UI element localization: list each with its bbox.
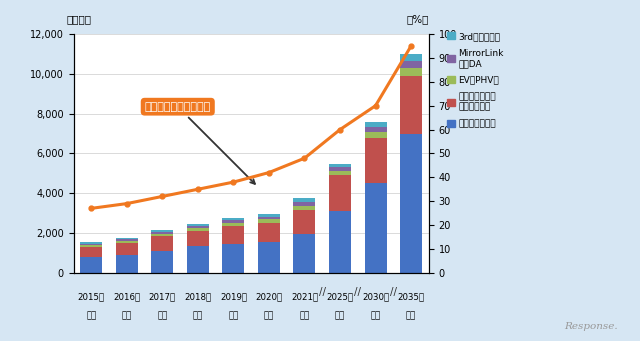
Text: Response.: Response. (564, 322, 618, 331)
Text: 2019年: 2019年 (220, 292, 247, 301)
Bar (152, 232, 173, 234)
Bar (187, 224, 209, 226)
Text: 2015年: 2015年 (78, 292, 105, 301)
Bar (116, 241, 138, 243)
Bar (223, 223, 244, 226)
Bar (152, 234, 173, 236)
Text: 予測: 予測 (300, 311, 310, 320)
Text: //: // (355, 287, 361, 297)
Bar (187, 226, 209, 228)
Bar (152, 229, 173, 232)
Bar (258, 223, 280, 242)
Bar (294, 210, 316, 234)
Text: 2025年: 2025年 (326, 292, 353, 301)
Text: 予測: 予測 (264, 311, 274, 320)
Bar (365, 183, 387, 273)
Bar (294, 198, 316, 202)
Text: 予測: 予測 (335, 311, 345, 320)
Bar (223, 218, 244, 220)
Bar (223, 226, 244, 244)
Text: （億円）: （億円） (67, 15, 92, 25)
Bar (258, 220, 280, 223)
Text: 予測: 予測 (157, 311, 168, 320)
Bar (400, 54, 422, 61)
Text: 2018年: 2018年 (184, 292, 211, 301)
Bar (81, 244, 102, 246)
Text: //: // (319, 287, 326, 297)
Text: 予測: 予測 (228, 311, 239, 320)
Text: 2016年: 2016年 (113, 292, 140, 301)
Text: コネクテッドカー比率: コネクテッドカー比率 (145, 102, 255, 184)
Bar (152, 236, 173, 251)
Text: //: // (390, 287, 397, 297)
Bar (294, 206, 316, 210)
Bar (258, 213, 280, 217)
Bar (81, 242, 102, 244)
Bar (365, 137, 387, 183)
Bar (152, 251, 173, 273)
Bar (116, 255, 138, 273)
Bar (329, 167, 351, 171)
Text: 2030年: 2030年 (362, 292, 389, 301)
Text: 2017年: 2017年 (149, 292, 176, 301)
Text: 2020年: 2020年 (255, 292, 282, 301)
Text: 見込: 見込 (86, 311, 97, 320)
Text: 予測: 予測 (122, 311, 132, 320)
Text: 予測: 予測 (193, 311, 203, 320)
Bar (294, 234, 316, 273)
Text: 予測: 予測 (406, 311, 416, 320)
Bar (187, 228, 209, 231)
Bar (258, 242, 280, 273)
Bar (329, 171, 351, 175)
Bar (365, 122, 387, 127)
Bar (365, 132, 387, 137)
Bar (187, 246, 209, 273)
Bar (81, 246, 102, 247)
Bar (116, 243, 138, 255)
Bar (81, 257, 102, 273)
Bar (400, 76, 422, 134)
Bar (329, 175, 351, 211)
Bar (365, 127, 387, 132)
Text: 2021年: 2021年 (291, 292, 318, 301)
Legend: 3rdパーティー, MirrorLink
対応DA, EV／PHV型, モバイル連携／
テザリング型, エンベデッド型: 3rdパーティー, MirrorLink 対応DA, EV／PHV型, モバイル… (443, 28, 508, 132)
Bar (223, 220, 244, 223)
Bar (116, 239, 138, 241)
Bar (400, 68, 422, 76)
Text: 予測: 予測 (371, 311, 381, 320)
Bar (187, 231, 209, 246)
Bar (116, 238, 138, 239)
Bar (400, 134, 422, 273)
Bar (329, 211, 351, 273)
Bar (223, 244, 244, 273)
Bar (400, 61, 422, 68)
Text: 2035年: 2035年 (397, 292, 424, 301)
Bar (329, 164, 351, 167)
Bar (258, 217, 280, 220)
Bar (294, 202, 316, 206)
Bar (81, 247, 102, 257)
Text: （%）: （%） (406, 15, 429, 25)
